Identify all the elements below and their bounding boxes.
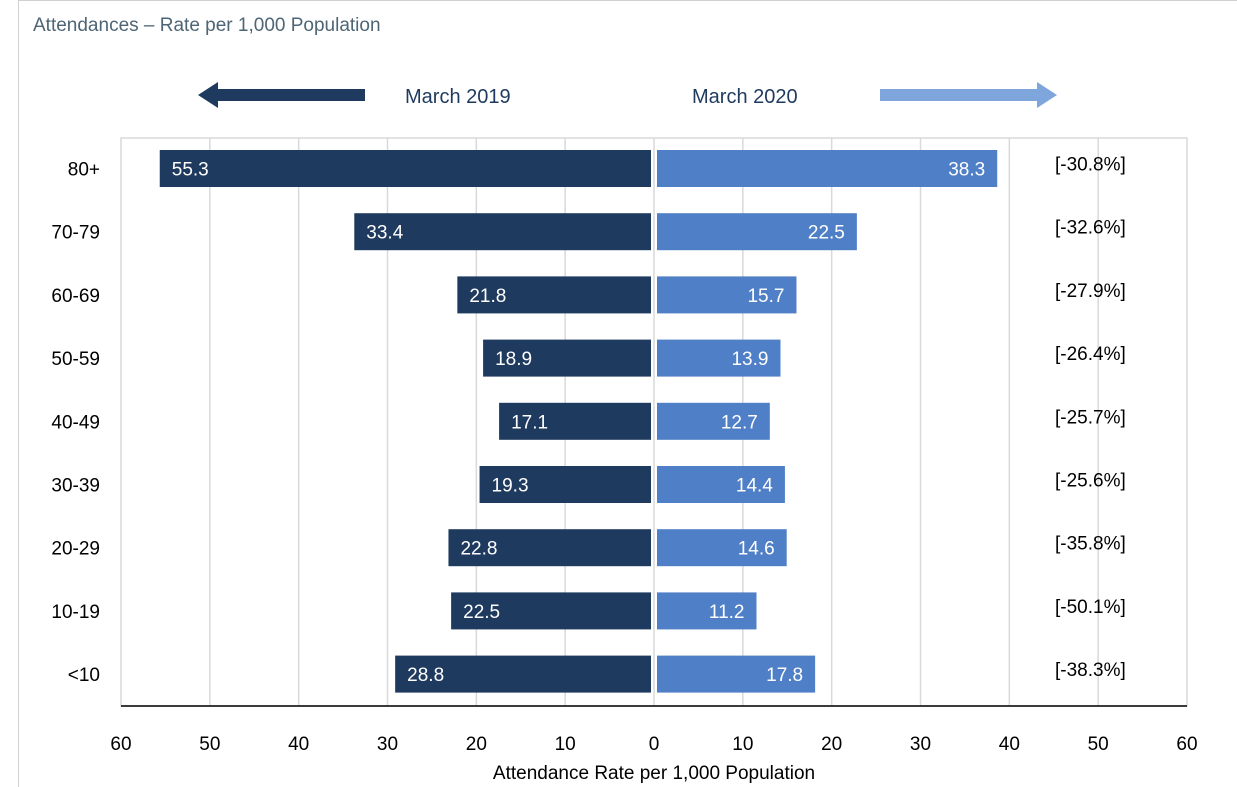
bar-march-2020 (657, 402, 770, 440)
change-label: [-27.9%] (1055, 281, 1126, 302)
category-label: 30-39 (51, 476, 100, 497)
category-label: 40-49 (51, 412, 100, 433)
value-label-march-2020: 12.7 (721, 412, 758, 433)
chart-frame (18, 0, 1237, 787)
x-tick-label: 60 (1176, 734, 1197, 755)
legend-label-march-2020: March 2020 (692, 86, 798, 108)
x-tick-label: 20 (821, 734, 842, 755)
change-label: [-38.3%] (1055, 660, 1126, 681)
bar-march-2020 (657, 213, 857, 251)
bar-march-2019 (479, 466, 651, 503)
x-tick-label: 40 (999, 734, 1020, 755)
x-tick-label: 10 (555, 734, 576, 755)
value-label-march-2019: 33.4 (366, 223, 403, 244)
value-label-march-2019: 21.8 (469, 286, 506, 307)
change-label: [-32.6%] (1055, 218, 1126, 239)
bar-march-2019 (354, 213, 651, 251)
bar-march-2019 (159, 150, 652, 187)
category-label: 70-79 (51, 223, 100, 244)
bar-march-2019 (395, 655, 651, 693)
bar-march-2020 (657, 655, 816, 693)
bar-march-2020 (657, 150, 998, 187)
category-label: 10-19 (51, 602, 100, 623)
value-label-march-2020: 22.5 (808, 223, 845, 244)
category-label: 50-59 (51, 349, 100, 370)
bar-march-2019 (448, 529, 651, 567)
bar-march-2019 (499, 402, 651, 440)
value-label-march-2019: 22.5 (463, 602, 500, 623)
value-label-march-2019: 22.8 (460, 539, 497, 560)
value-label-march-2019: 19.3 (492, 476, 529, 497)
x-axis-title: Attendance Rate per 1,000 Population (493, 763, 815, 784)
category-label: 20-29 (51, 539, 100, 560)
value-label-march-2020: 14.4 (736, 476, 773, 497)
change-label: [-25.7%] (1055, 407, 1126, 428)
value-label-march-2020: 38.3 (948, 160, 985, 181)
value-label-march-2019: 18.9 (495, 349, 532, 370)
value-label-march-2019: 17.1 (511, 412, 548, 433)
legend-label-march-2019: March 2019 (405, 86, 511, 108)
x-tick-label: 20 (466, 734, 487, 755)
category-label: 60-69 (51, 286, 100, 307)
value-label-march-2020: 13.9 (731, 349, 768, 370)
change-label: [-25.6%] (1055, 471, 1126, 492)
value-label-march-2020: 11.2 (709, 602, 745, 623)
change-label: [-30.8%] (1055, 155, 1126, 176)
change-label: [-26.4%] (1055, 344, 1126, 365)
category-label: 80+ (68, 160, 100, 181)
x-tick-label: 30 (377, 734, 398, 755)
bar-march-2020 (657, 592, 757, 630)
x-tick-label: 60 (110, 734, 131, 755)
x-tick-label: 30 (910, 734, 931, 755)
value-label-march-2020: 17.8 (766, 665, 803, 686)
change-label: [-50.1%] (1055, 597, 1126, 618)
bar-march-2019 (457, 276, 651, 314)
chart-title: Attendances – Rate per 1,000 Population (33, 15, 381, 36)
bar-march-2019 (451, 592, 651, 630)
bar-march-2019 (483, 339, 651, 377)
value-label-march-2020: 14.6 (738, 539, 775, 560)
bar-march-2020 (657, 276, 797, 314)
bar-march-2020 (657, 466, 785, 503)
x-tick-label: 10 (732, 734, 753, 755)
change-label: [-35.8%] (1055, 534, 1126, 555)
arrow-left-icon (198, 82, 365, 108)
x-tick-label: 50 (1088, 734, 1109, 755)
bar-march-2020 (657, 339, 781, 377)
value-label-march-2019: 55.3 (172, 160, 209, 181)
value-label-march-2019: 28.8 (407, 665, 444, 686)
arrow-right-icon (880, 82, 1057, 108)
x-tick-label: 50 (199, 734, 220, 755)
value-label-march-2020: 15.7 (747, 286, 784, 307)
x-tick-label: 0 (649, 734, 660, 755)
bar-march-2020 (657, 529, 787, 567)
x-tick-label: 40 (288, 734, 309, 755)
category-label: <10 (68, 665, 100, 686)
